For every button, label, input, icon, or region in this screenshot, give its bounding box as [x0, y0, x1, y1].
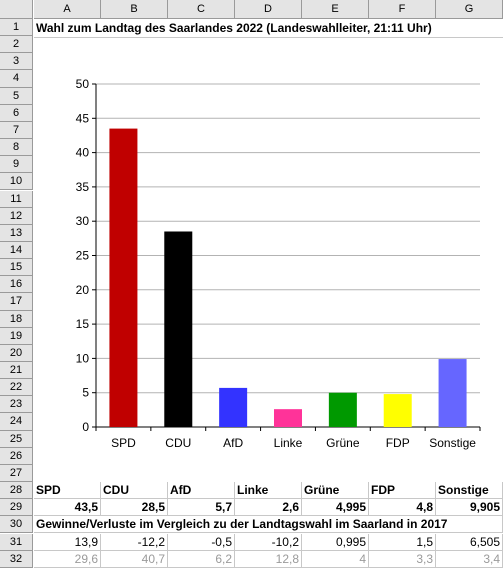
row-header-21[interactable]: 21: [0, 362, 33, 380]
change-value-cell[interactable]: 6,505: [436, 533, 503, 551]
x-tick-label: AfD: [223, 436, 243, 450]
x-tick-label: SPD: [111, 436, 136, 450]
y-tick-label: 30: [76, 214, 90, 228]
party-label-cell[interactable]: SPD: [34, 482, 101, 500]
party-label-cell[interactable]: Linke: [235, 482, 302, 500]
row-header-11[interactable]: 11: [0, 190, 33, 208]
row-header-18[interactable]: 18: [0, 310, 33, 328]
previous-value-cell[interactable]: 3,4: [436, 550, 503, 568]
row-header-14[interactable]: 14: [0, 241, 33, 260]
y-tick-label: 5: [82, 386, 89, 400]
result-value-cell[interactable]: 4,8: [369, 499, 436, 517]
result-value-cell[interactable]: 28,5: [101, 499, 168, 517]
row-header-23[interactable]: 23: [0, 396, 33, 414]
bar-grne[interactable]: [328, 392, 357, 427]
y-tick-label: 45: [76, 111, 90, 125]
y-tick-label: 10: [76, 351, 90, 365]
previous-value-cell[interactable]: 40,7: [101, 550, 168, 568]
row-header-26[interactable]: 26: [0, 447, 33, 465]
bar-sonstige[interactable]: [438, 359, 467, 427]
previous-value-cell[interactable]: 12,8: [235, 550, 302, 568]
bar-linke[interactable]: [274, 409, 302, 427]
select-all-corner[interactable]: [0, 0, 33, 19]
bar-spd[interactable]: [109, 128, 138, 427]
party-label-cell[interactable]: AfD: [168, 482, 235, 500]
row-header-6[interactable]: 6: [0, 104, 33, 122]
comparison-heading-cell[interactable]: Gewinne/Verluste im Vergleich zu der Lan…: [34, 516, 503, 534]
row-header-12[interactable]: 12: [0, 207, 33, 225]
row-header-5[interactable]: 5: [0, 87, 33, 105]
column-header-a[interactable]: A: [34, 0, 101, 19]
row-header-9[interactable]: 9: [0, 156, 33, 174]
column-header-f[interactable]: F: [369, 0, 436, 19]
bar-chart[interactable]: 0 5 10 15 20 25 30 35 40 45 50 SPD CDU AfD Linke Grüne F…: [34, 38, 503, 465]
result-value-cell[interactable]: 9,905: [436, 499, 503, 517]
row-header-25[interactable]: 25: [0, 430, 33, 448]
previous-value-cell[interactable]: 6,2: [168, 550, 235, 568]
party-label-cell[interactable]: CDU: [101, 482, 168, 500]
party-label-cell[interactable]: Grüne: [302, 482, 369, 500]
y-tick-label: 40: [76, 146, 90, 160]
row-header-15[interactable]: 15: [0, 259, 33, 277]
y-tick-label: 15: [76, 317, 90, 331]
result-value-cell[interactable]: 43,5: [34, 499, 101, 517]
bar-cdu[interactable]: [164, 231, 193, 427]
party-label-cell[interactable]: FDP: [369, 482, 436, 500]
bar-afd[interactable]: [219, 387, 248, 427]
result-value-cell[interactable]: 4,995: [302, 499, 369, 517]
row-header-4[interactable]: 4: [0, 70, 33, 88]
y-tick-label: 50: [76, 77, 90, 91]
row-header-30[interactable]: 30: [0, 516, 33, 534]
column-header-e[interactable]: E: [302, 0, 369, 19]
row-header-31[interactable]: 31: [0, 533, 33, 551]
row-header-24[interactable]: 24: [0, 413, 33, 431]
row-header-13[interactable]: 13: [0, 224, 33, 242]
row-header-7[interactable]: 7: [0, 121, 33, 140]
result-value-cell[interactable]: 5,7: [168, 499, 235, 517]
row-header-16[interactable]: 16: [0, 276, 33, 294]
row-header-8[interactable]: 8: [0, 139, 33, 157]
change-value-cell[interactable]: -10,2: [235, 533, 302, 551]
row-header-3[interactable]: 3: [0, 53, 33, 71]
column-header-d[interactable]: D: [235, 0, 302, 19]
column-header-b[interactable]: B: [101, 0, 168, 19]
party-label-cell[interactable]: Sonstige: [436, 482, 503, 500]
row-header-17[interactable]: 17: [0, 293, 33, 311]
row-header-19[interactable]: 19: [0, 327, 33, 345]
row-header-28[interactable]: 28: [0, 482, 33, 500]
row-header-27[interactable]: 27: [0, 464, 33, 483]
row-header-1[interactable]: 1: [0, 19, 33, 37]
result-value-cell[interactable]: 2,6: [235, 499, 302, 517]
row-header-29[interactable]: 29: [0, 499, 33, 517]
chart-svg: 0 5 10 15 20 25 30 35 40 45 50 SPD CDU AfD Linke Grüne F…: [76, 77, 481, 450]
y-tick-label: 0: [82, 420, 89, 434]
row-header-10[interactable]: 10: [0, 173, 33, 191]
x-tick-label: CDU: [165, 436, 191, 450]
change-value-cell[interactable]: 1,5: [369, 533, 436, 551]
column-header-g[interactable]: G: [436, 0, 503, 19]
change-value-cell[interactable]: 13,9: [34, 533, 101, 551]
previous-value-cell[interactable]: 3,3: [369, 550, 436, 568]
previous-value-cell[interactable]: 29,6: [34, 550, 101, 568]
x-tick-label: Linke: [274, 436, 303, 450]
change-value-cell[interactable]: -0,5: [168, 533, 235, 551]
row-header-22[interactable]: 22: [0, 379, 33, 397]
change-value-cell[interactable]: -12,2: [101, 533, 168, 551]
row-header-20[interactable]: 20: [0, 344, 33, 362]
y-tick-label: 25: [76, 249, 90, 263]
x-tick-label: FDP: [386, 436, 410, 450]
row-header-2[interactable]: 2: [0, 36, 33, 54]
x-tick-label: Grüne: [326, 436, 360, 450]
previous-value-cell[interactable]: 4: [302, 550, 369, 568]
title-cell[interactable]: Wahl zum Landtag des Saarlandes 2022 (La…: [34, 19, 503, 38]
bar-fdp[interactable]: [383, 394, 412, 427]
column-header-c[interactable]: C: [168, 0, 235, 19]
row-header-32[interactable]: 32: [0, 550, 33, 568]
y-tick-label: 20: [76, 283, 90, 297]
change-value-cell[interactable]: 0,995: [302, 533, 369, 551]
y-tick-label: 35: [76, 180, 90, 194]
x-tick-label: Sonstige: [429, 436, 476, 450]
